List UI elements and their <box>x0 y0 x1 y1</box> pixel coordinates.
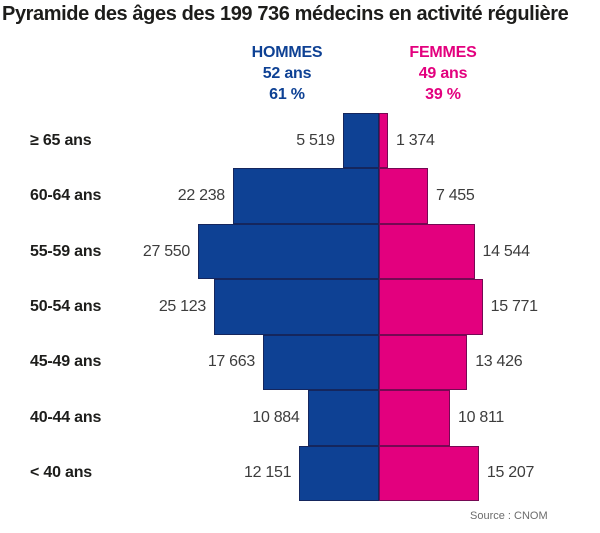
legend-hommes: HOMMES 52 ans 61 % <box>207 42 367 105</box>
legend-hommes-pct: 61 % <box>269 86 305 103</box>
age-group-label: 45-49 ans <box>30 353 102 371</box>
value-label-femmes: 14 544 <box>482 242 530 260</box>
value-label-hommes: 5 519 <box>296 131 335 149</box>
legend-femmes: FEMMES 49 ans 39 % <box>363 42 523 105</box>
bar-femmes <box>379 445 479 501</box>
legend-hommes-age: 52 ans <box>262 65 312 82</box>
bar-hommes <box>299 445 379 501</box>
bar-hommes <box>213 279 379 335</box>
bar-femmes <box>379 390 451 446</box>
legend-femmes-pct: 39 % <box>425 86 461 103</box>
bar-femmes <box>379 279 483 335</box>
legend-hommes-label: HOMMES <box>251 44 323 61</box>
value-label-hommes: 12 151 <box>244 464 292 482</box>
legend-femmes-label: FEMMES <box>409 44 477 61</box>
value-label-femmes: 1 374 <box>396 131 435 149</box>
value-label-femmes: 15 207 <box>486 464 535 482</box>
value-label-hommes: 17 663 <box>207 353 255 371</box>
legend-femmes-age: 49 ans <box>418 65 468 82</box>
value-label-hommes: 27 550 <box>142 242 190 260</box>
value-label-femmes: 15 771 <box>490 297 538 315</box>
value-label-hommes: 25 123 <box>158 297 206 315</box>
value-label-femmes: 10 811 <box>458 408 504 426</box>
age-group-label: ≥ 65 ans <box>30 131 92 149</box>
age-group-label: 55-59 ans <box>30 242 102 260</box>
bar-hommes <box>307 390 379 446</box>
value-label-hommes: 22 238 <box>177 187 225 205</box>
bar-femmes <box>379 223 475 280</box>
bar-femmes <box>379 113 389 169</box>
value-label-hommes: 10 884 <box>252 408 300 426</box>
age-group-label: 50-54 ans <box>30 297 102 315</box>
bar-hommes <box>262 334 379 391</box>
bar-hommes <box>198 223 379 280</box>
source-note: Source : CNOM <box>470 510 548 522</box>
age-group-label: < 40 ans <box>30 464 93 482</box>
age-group-label: 40-44 ans <box>30 408 102 426</box>
value-label-femmes: 7 455 <box>435 187 475 205</box>
age-group-label: 60-64 ans <box>30 187 102 205</box>
bar-femmes <box>379 334 468 391</box>
bar-hommes <box>232 168 379 224</box>
bar-hommes <box>342 113 379 169</box>
value-label-femmes: 13 426 <box>475 353 523 371</box>
chart-title: Pyramide des âges des 199 736 médecins e… <box>2 3 569 25</box>
bar-femmes <box>379 168 428 224</box>
